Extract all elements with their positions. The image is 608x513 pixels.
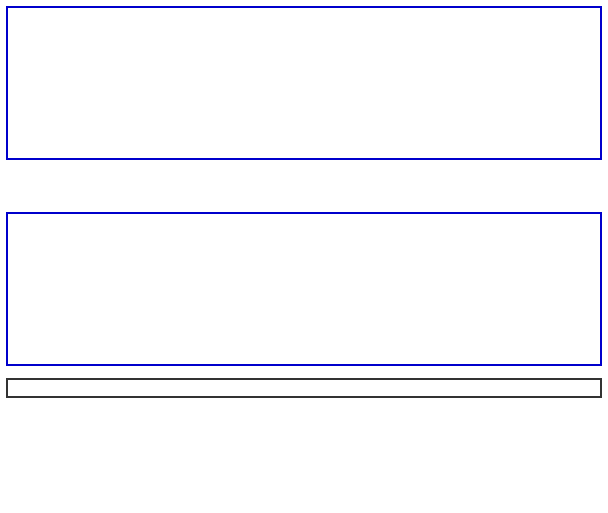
fourier-arrow-icon bbox=[281, 166, 321, 206]
freq-domain-panel bbox=[6, 212, 602, 366]
time-domain-plot bbox=[8, 8, 308, 158]
freq-domain-plot bbox=[8, 214, 308, 364]
caption-text bbox=[6, 378, 602, 398]
fourier-transform-row bbox=[0, 166, 608, 206]
time-domain-panel bbox=[6, 6, 602, 160]
